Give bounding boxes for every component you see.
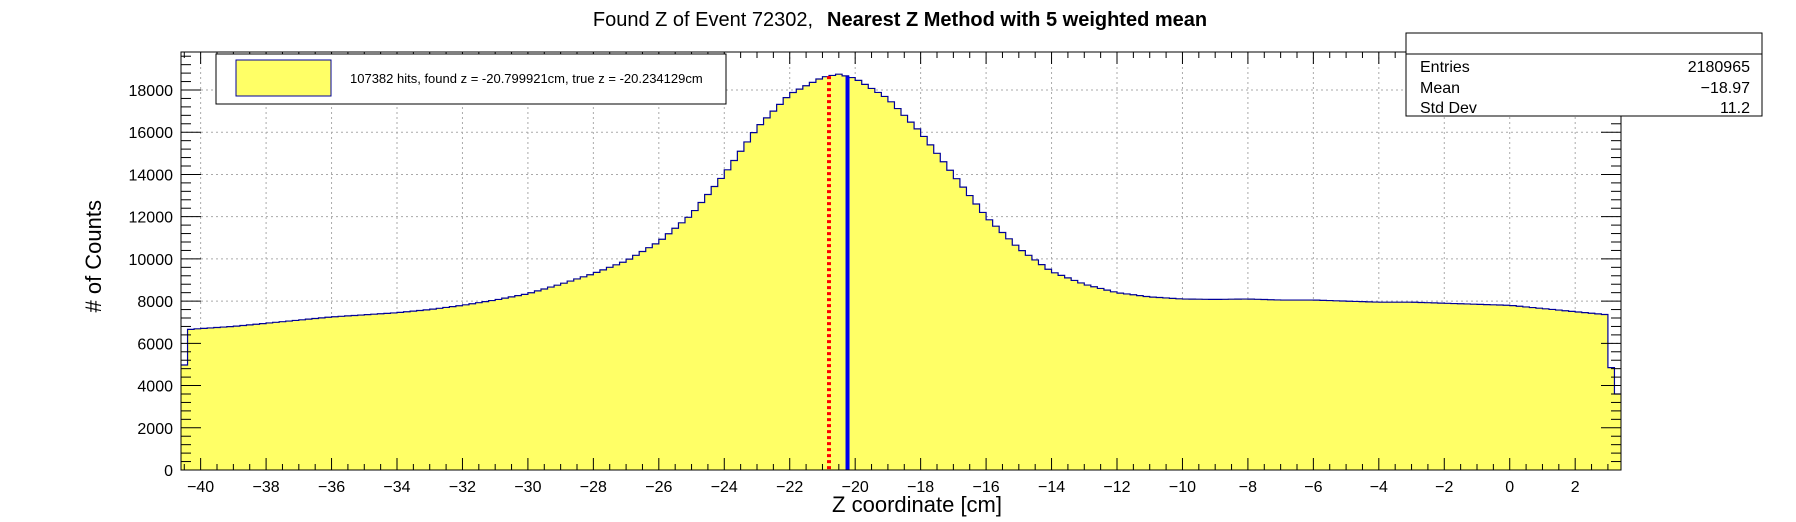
chart-title-bold: Nearest Z Method with 5 weighted mean	[827, 9, 1207, 31]
y-tick-label: 0	[164, 463, 173, 480]
x-tick-label: −12	[1103, 479, 1130, 496]
histogram-fill	[181, 74, 1621, 471]
stats-stddev-label: Std Dev	[1420, 100, 1477, 117]
x-tick-label: −26	[645, 479, 672, 496]
x-tick-label: −32	[449, 479, 476, 496]
y-tick-label: 14000	[129, 167, 174, 184]
y-tick-label: 6000	[137, 336, 173, 353]
x-tick-label: 2	[1571, 479, 1580, 496]
x-tick-label: −14	[1038, 479, 1065, 496]
x-tick-label: −28	[580, 479, 607, 496]
x-tick-label: 0	[1505, 479, 1514, 496]
x-tick-label: −30	[514, 479, 541, 496]
x-axis-label: Z coordinate [cm]	[832, 492, 1002, 517]
stats-entries-value: 2180965	[1688, 59, 1750, 76]
legend-swatch	[235, 59, 332, 97]
z-markers	[827, 76, 850, 470]
y-tick-label: 8000	[137, 294, 173, 311]
histogram-outline	[181, 73, 1621, 395]
x-tick-label: −4	[1370, 479, 1388, 496]
x-tick-label: −16	[973, 479, 1000, 496]
x-tick-label: −36	[318, 479, 345, 496]
y-tick-label: 4000	[137, 379, 173, 396]
chart-title-normal: Found Z of Event 72302,	[593, 9, 813, 31]
plot-frame	[180, 51, 1622, 471]
y-tick-label: 18000	[129, 83, 174, 100]
x-tick-label: −38	[253, 479, 280, 496]
y-axis-label: # of Counts	[81, 200, 106, 313]
stats-box: Entries 2180965 Mean −18.97 Std Dev 11.2	[1405, 32, 1763, 117]
x-tick-label: −34	[383, 479, 410, 496]
stats-entries-label: Entries	[1420, 59, 1470, 76]
x-tick-label: −2	[1435, 479, 1453, 496]
legend-entry: 107382 hits, found z = -20.799921cm, tru…	[350, 71, 703, 86]
x-tick-label: −8	[1239, 479, 1257, 496]
x-tick-label: −22	[776, 479, 803, 496]
y-tick-label: 10000	[129, 252, 174, 269]
stats-frame	[1405, 32, 1763, 117]
x-tick-label: −10	[1169, 479, 1196, 496]
axis-ticks: 0 2000 4000 6000 8000 10000 12000 14000 16000 180…	[129, 52, 1621, 496]
legend: 107382 hits, found z = -20.799921cm, tru…	[215, 53, 727, 105]
x-tick-label: −18	[907, 479, 934, 496]
stats-stddev-value: 11.2	[1720, 100, 1750, 117]
x-tick-label: −24	[711, 479, 738, 496]
y-tick-label: 16000	[129, 125, 174, 142]
x-tick-label: −20	[842, 479, 869, 496]
x-tick-label: −6	[1304, 479, 1322, 496]
stats-mean-value: −18.97	[1701, 80, 1750, 97]
y-tick-label: 12000	[129, 210, 174, 227]
y-tick-label: 2000	[137, 421, 173, 438]
stats-mean-label: Mean	[1420, 80, 1460, 97]
x-tick-label: −40	[187, 479, 214, 496]
chart-title: Found Z of Event 72302, Nearest Z Method …	[593, 9, 1207, 31]
